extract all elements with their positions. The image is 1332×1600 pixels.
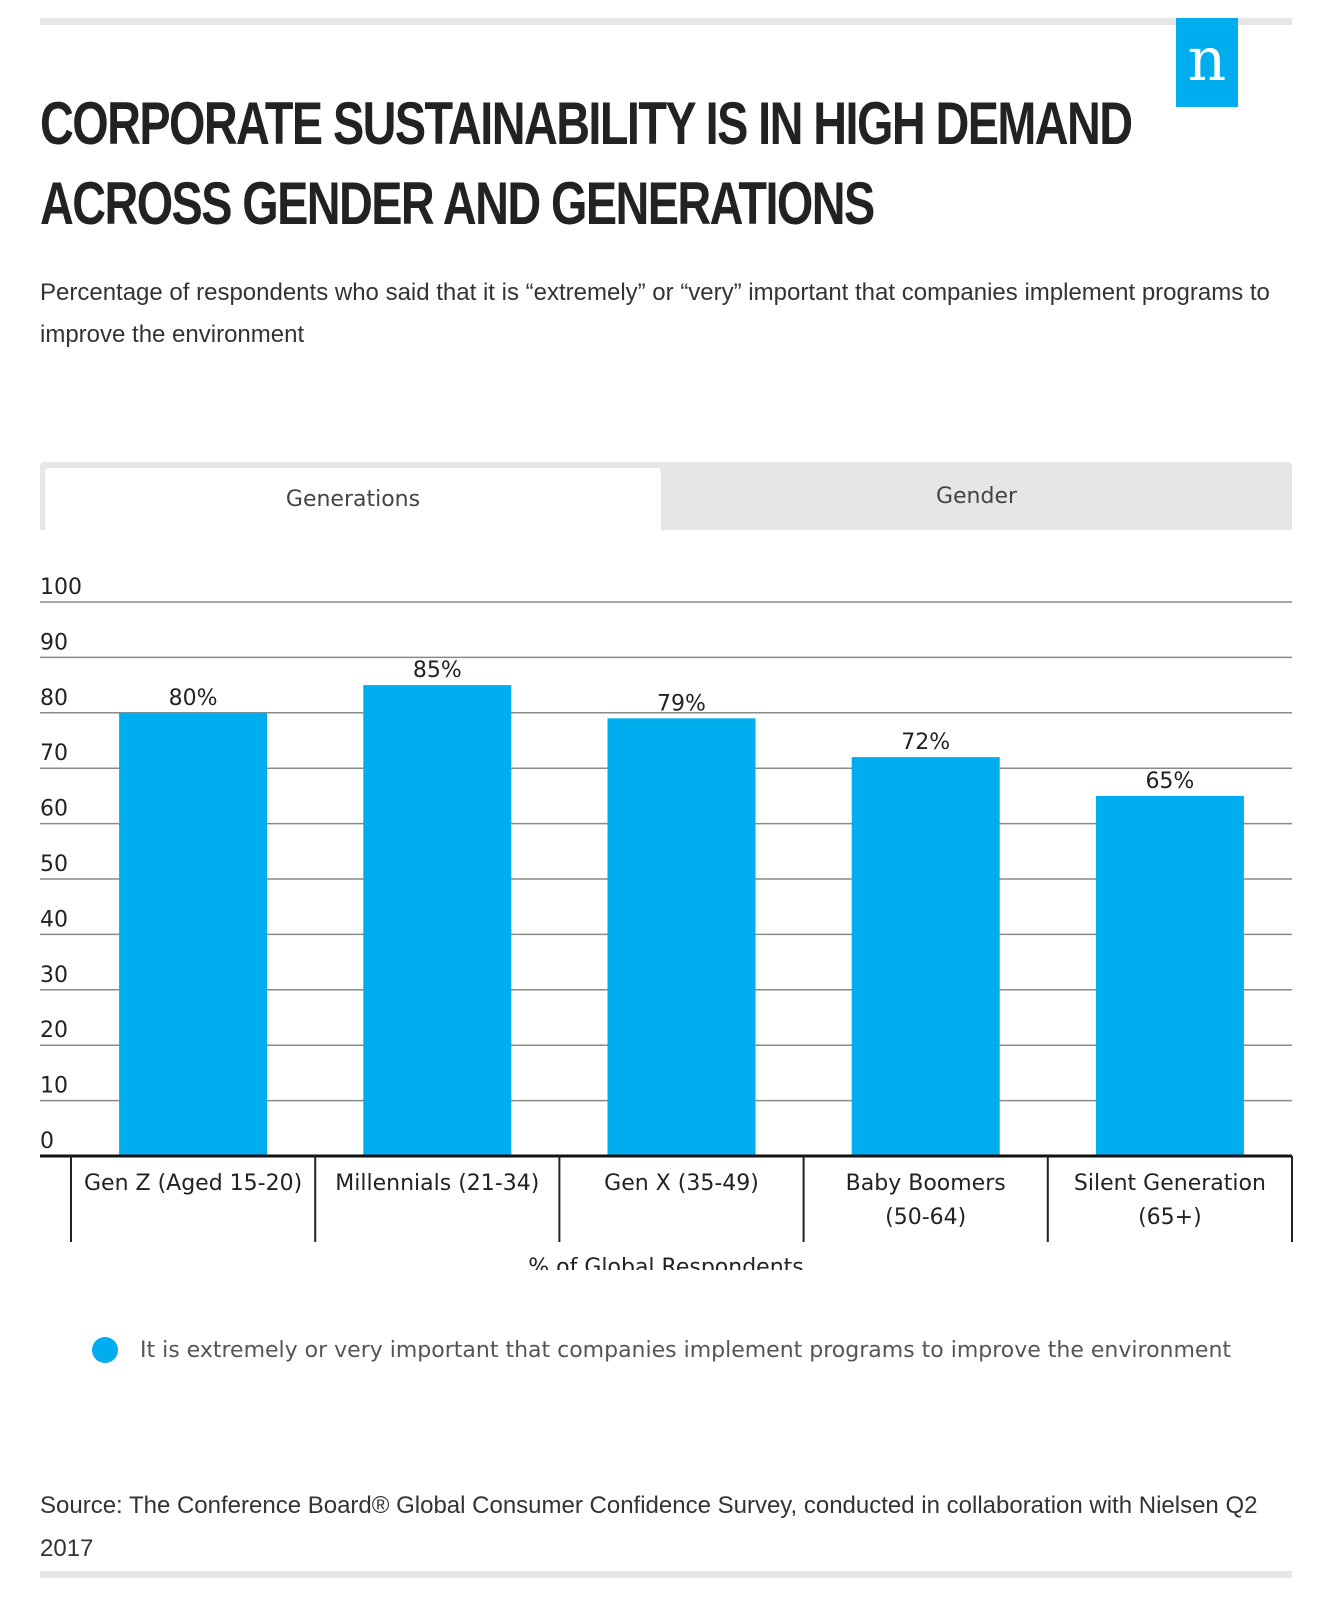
chart-legend: It is extremely or very important that c… [92,1337,1231,1363]
y-tick-label: 90 [40,630,68,655]
x-tick-label: Silent Generation [1074,1171,1266,1196]
bar [1095,795,1244,1156]
source-note: Source: The Conference Board® Global Con… [40,1492,1258,1562]
x-tick-label: Millennials (21-34) [335,1171,539,1196]
y-tick-label: 30 [40,963,68,988]
bar [119,712,268,1156]
legend-marker [92,1337,118,1363]
data-label: 79% [657,691,706,716]
bar [363,685,512,1156]
y-tick-label: 0 [40,1129,54,1154]
data-label: 80% [169,686,218,711]
x-tick-label: Baby Boomers [846,1171,1006,1196]
chart-tabs: Generations Gender [40,462,1292,530]
title-line-1: CORPORATE SUSTAINABILITY IS IN HIGH DEMA… [40,90,1133,157]
y-tick-label: 20 [40,1018,68,1043]
y-tick-label: 100 [40,575,82,600]
y-tick-label: 40 [40,907,68,932]
bottom-divider [40,1571,1292,1578]
y-tick-label: 50 [40,852,68,877]
nielsen-logo: n [1176,18,1238,107]
data-label: 65% [1145,769,1194,794]
x-tick-label: Gen Z (Aged 15-20) [84,1171,302,1196]
legend-label: It is extremely or very important that c… [140,1337,1232,1363]
y-tick-label: 60 [40,797,68,822]
page-title: CORPORATE SUSTAINABILITY IS IN HIGH DEMA… [40,84,1133,244]
x-axis-title: % of Global Respondents [528,1255,803,1270]
bar [851,757,1000,1156]
data-label: 72% [901,730,950,755]
y-tick-label: 70 [40,741,68,766]
title-line-2: ACROSS GENDER AND GENERATIONS [40,170,875,237]
data-label: 85% [413,658,462,683]
logo-letter: n [1187,24,1227,95]
bar-chart: 0 10 20 30 40 50 60 70 80 90 100 80% 85% 79% 72% 65% Gen… [40,575,1293,1270]
chart-subtitle: Percentage of respondents who said that … [40,279,1270,348]
bar [607,718,756,1156]
tab-generations[interactable]: Generations [45,468,661,530]
x-tick-label: Gen X (35-49) [604,1171,759,1196]
top-divider [40,18,1292,25]
x-tick-label: (50-64) [885,1205,966,1230]
tab-gender[interactable]: Gender [935,483,1018,509]
y-tick-label: 80 [40,686,68,711]
y-tick-label: 10 [40,1074,68,1099]
x-tick-label: (65+) [1138,1205,1202,1230]
